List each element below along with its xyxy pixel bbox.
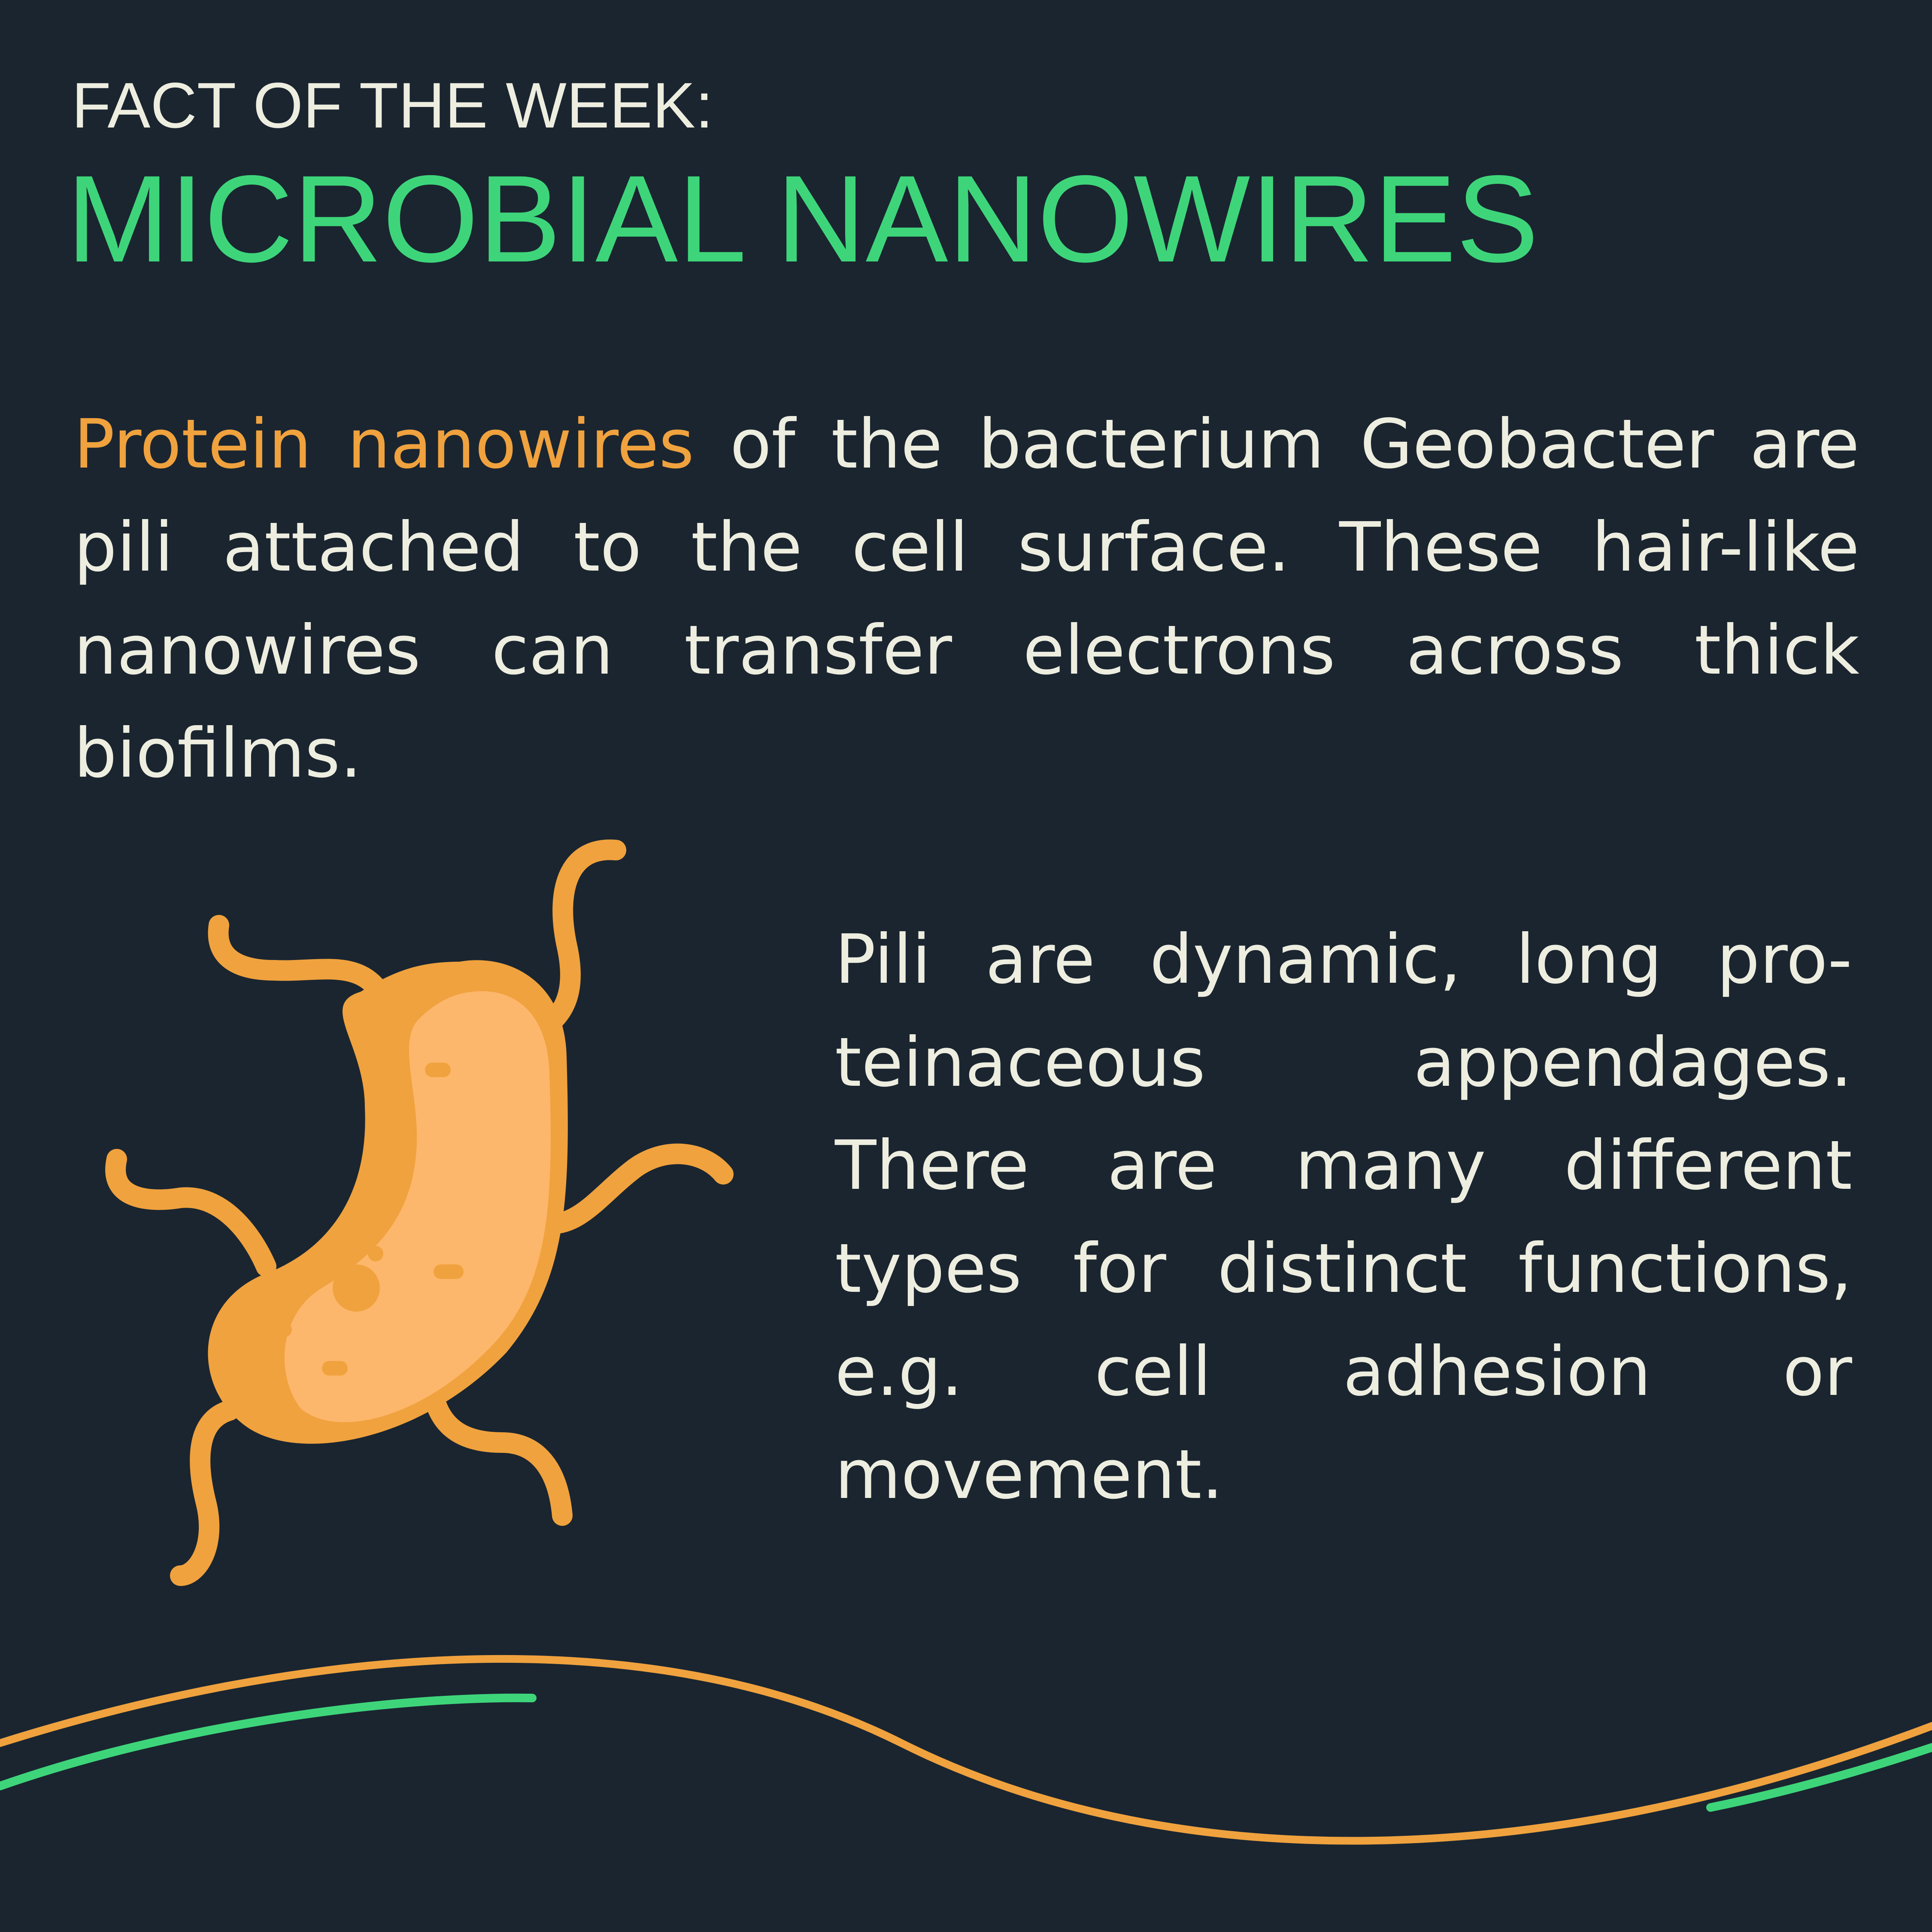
page-title: MICROBIAL NANOWIRES (67, 150, 1539, 288)
cell-spot-large (333, 1264, 380, 1312)
cell-spot-dash-2 (322, 1361, 348, 1376)
pilus-lower-right (423, 1385, 573, 1526)
pilus-upper-left (208, 915, 392, 1006)
green-wave-right (1706, 1743, 1932, 1812)
kicker-heading: FACT OF THE WEEK: (72, 69, 713, 141)
bacterium-icon (105, 839, 734, 1586)
cell-spot-dash-3 (425, 1063, 451, 1077)
cell-body-highlight (284, 991, 551, 1422)
green-wave-left (0, 1693, 537, 1790)
pilus-left (105, 1149, 276, 1277)
intro-text: of the bacterium Geobacter are pili atta… (74, 405, 1859, 793)
pili-paragraph: Pili are dynamic, long pro­teinaceous ap… (835, 920, 1852, 1514)
highlight-term: Protein nanowires (74, 405, 695, 484)
orange-wave (0, 1655, 1932, 1845)
pilus-right (535, 1143, 734, 1234)
cell-spot-dash-4 (270, 1322, 292, 1337)
cell-spot-dash-1 (434, 1264, 464, 1279)
intro-paragraph: Protein nanowires of the bacterium Geoba… (74, 393, 1859, 805)
cell-spot-small (368, 1246, 383, 1261)
pilus-lower-left (170, 1400, 240, 1586)
